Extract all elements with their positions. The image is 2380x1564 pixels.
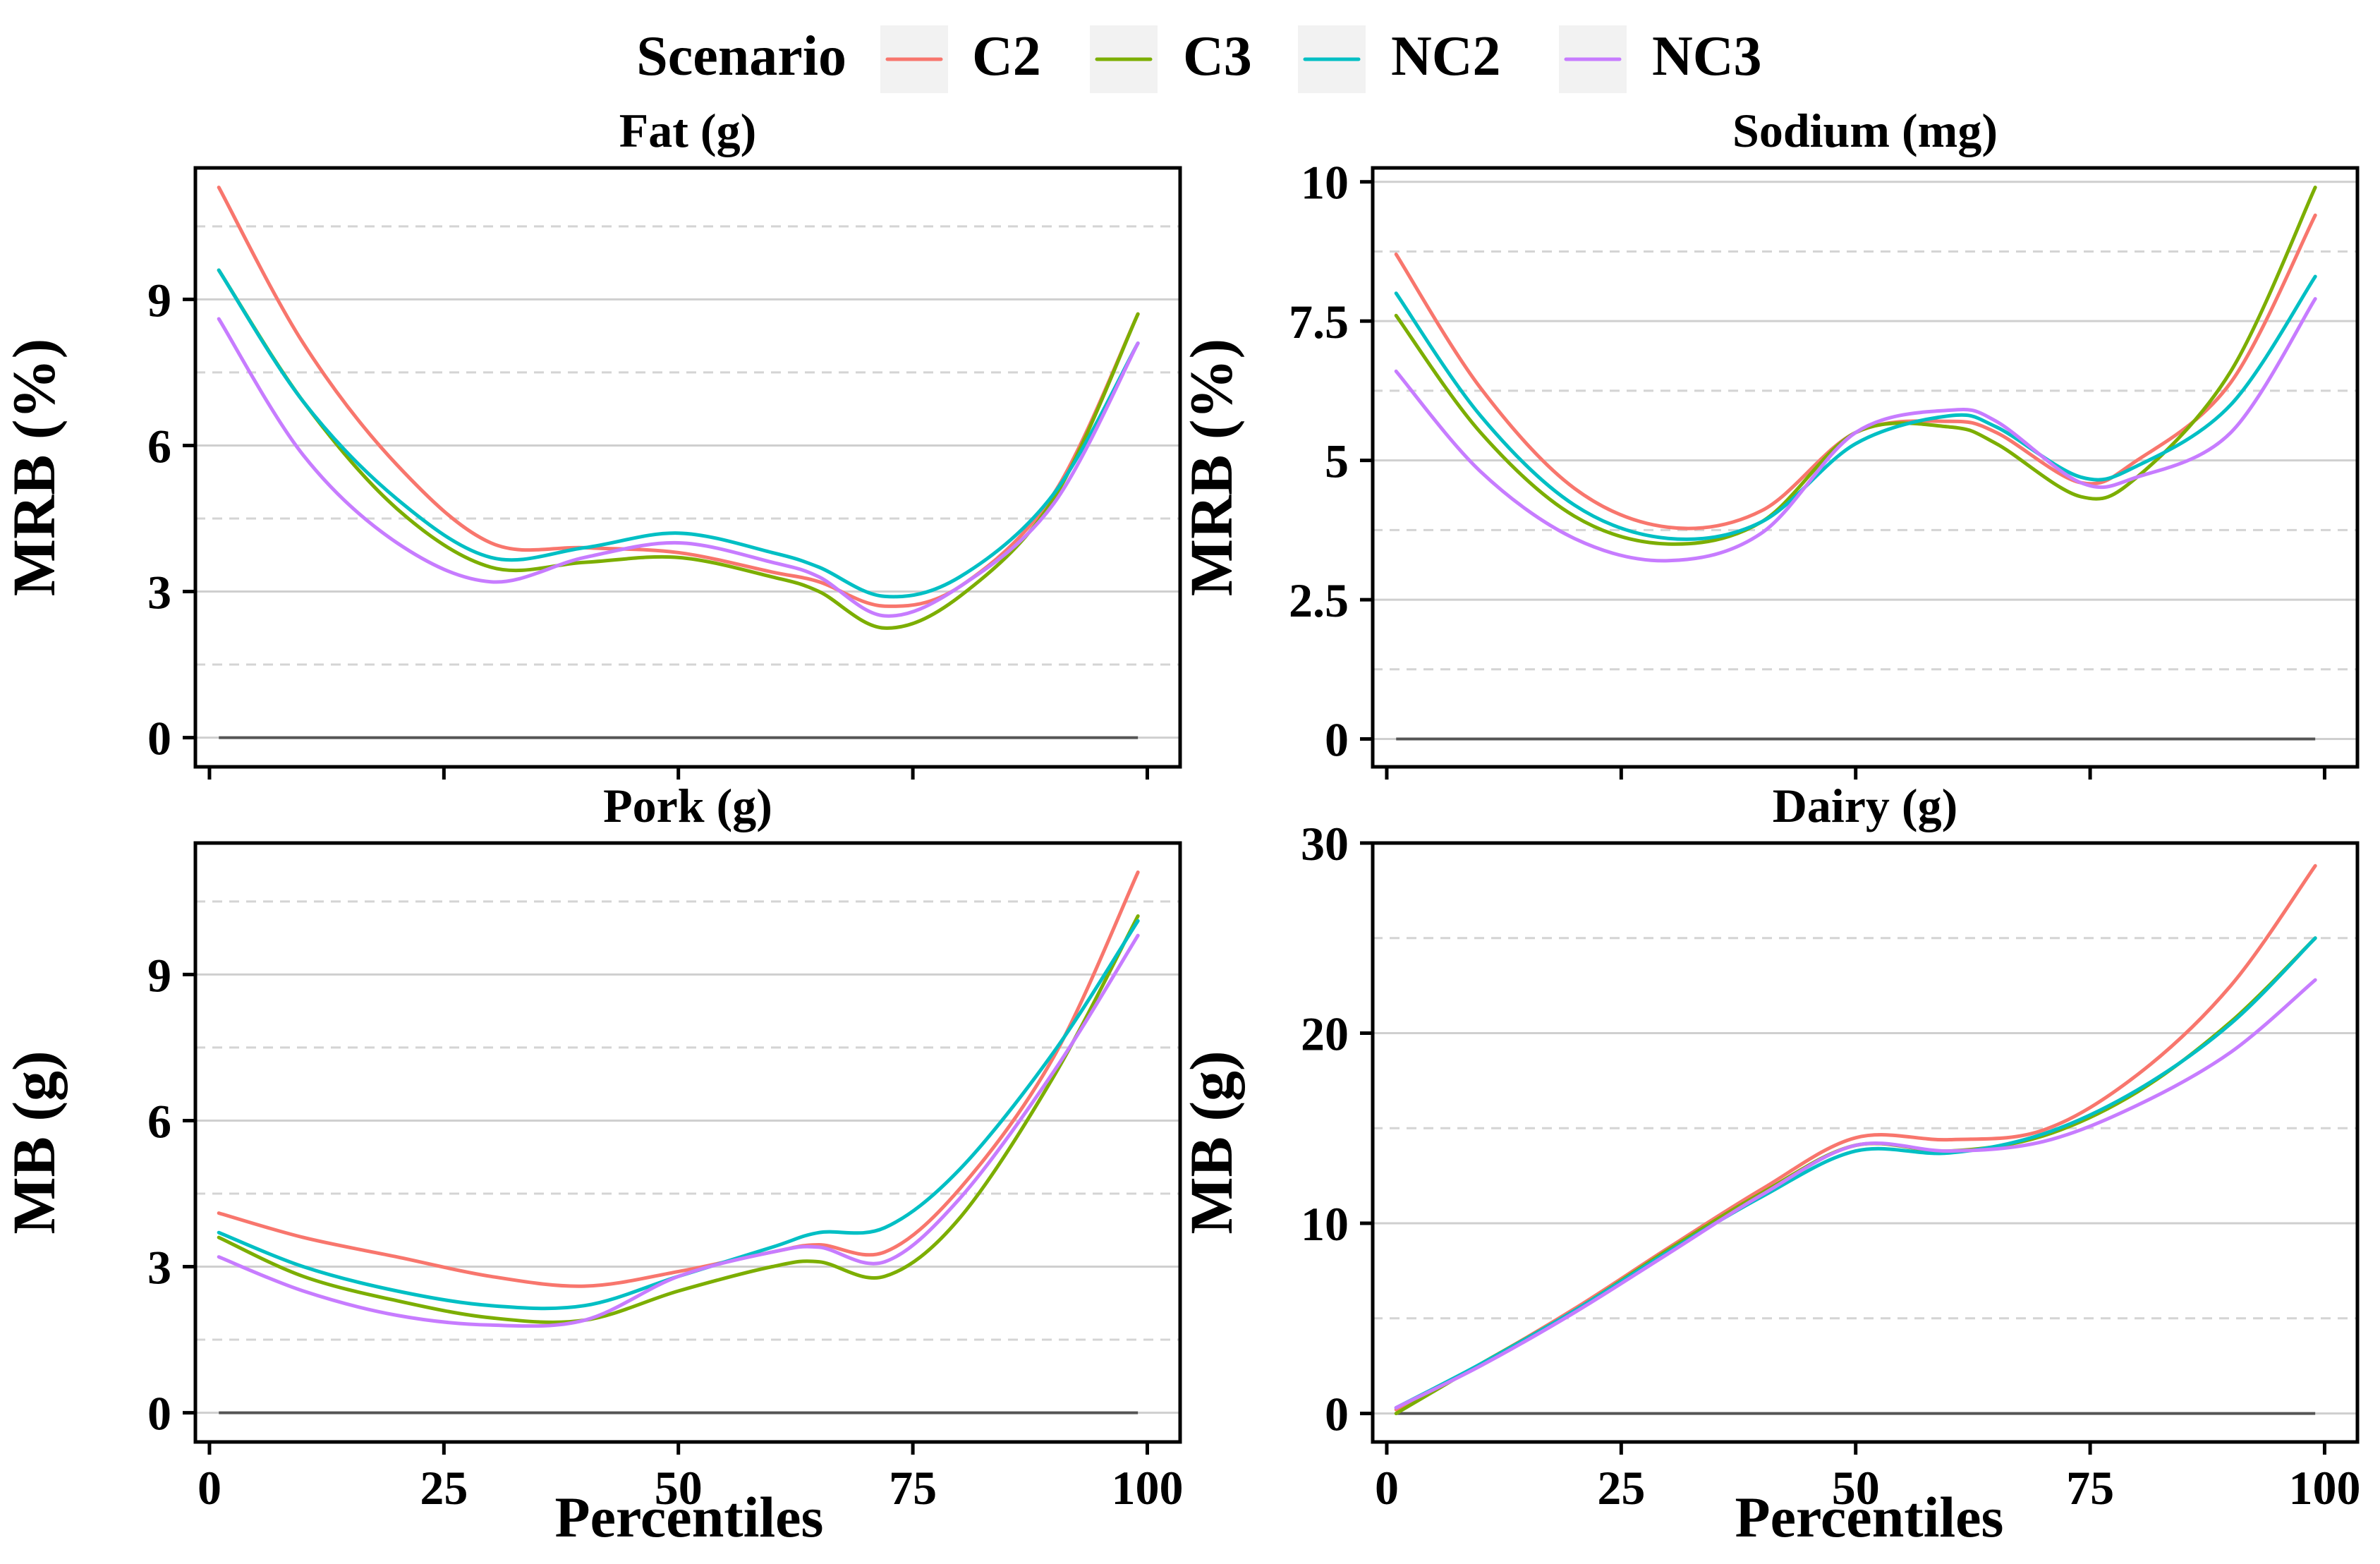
y-tick-label: 0 [147,712,171,765]
panels: 0 3 6 9 Fat (g) MRB (%) 0 2.5 5 7.5 10 Sodium (mg) M… [0,104,2360,1515]
y-axis-label: MRB (%) [0,339,68,596]
x-tick-label: 50 [1832,1461,1880,1515]
y-tick-label: 20 [1301,1007,1349,1061]
series-line-fat-c2 [217,186,1140,608]
panel-frame [193,841,1182,1444]
y-tick-label: 0 [1325,713,1349,767]
y-tick-label: 0 [1325,1388,1349,1441]
panel-frame [193,166,1182,769]
x-tick-label: 50 [655,1461,703,1515]
series-line-pork-c3 [217,914,1140,1324]
y-tick-label: 3 [147,566,171,619]
legend-key-nc3 [1559,25,1627,93]
y-tick-label: 3 [147,1241,171,1295]
series-line-sodium-c2 [1394,213,2317,531]
panel-sodium: 0 2.5 5 7.5 10 Sodium (mg) MRB (%) [1177,104,2360,780]
series-line-sodium-nc2 [1394,274,2317,541]
legend-title: Scenario [636,25,846,87]
legend-label-c3: C3 [1183,25,1252,87]
x-tick-label: 75 [2066,1461,2114,1515]
legend-label-nc2: NC2 [1391,25,1501,87]
panel-fat: 0 3 6 9 Fat (g) MRB (%) [0,104,1182,780]
y-tick-label: 10 [1301,156,1349,210]
series-line-pork-nc3 [217,933,1140,1328]
x-tick-label: 100 [2288,1461,2360,1515]
series-line-sodium-c3 [1394,186,2317,546]
panel-title: Fat (g) [619,104,756,157]
x-tick-label: 0 [198,1461,221,1515]
y-tick-label: 6 [147,1094,171,1148]
x-tick-label: 25 [420,1461,468,1515]
series-line-fat-nc2 [217,268,1140,599]
y-tick-label: 9 [147,948,171,1002]
y-axis-label: MRB (%) [1177,339,1245,596]
y-tick-label: 9 [147,273,171,327]
legend-key-c3 [1090,25,1158,93]
panel-frame [1371,166,2360,769]
legend-key-c2 [880,25,948,93]
panel-dairy: 0 10 20 30 0 25 50 75 100 Dairy (g) MB (g) [1177,779,2360,1515]
y-axis-label: MB (g) [0,1050,68,1234]
x-tick-label: 0 [1375,1461,1399,1515]
y-tick-label: 10 [1301,1197,1349,1251]
y-tick-label: 7.5 [1289,295,1349,348]
panel-title: Sodium (mg) [1732,104,1998,157]
series-line-pork-c2 [217,870,1140,1288]
x-axis-label-right: Percentiles [1735,1485,2004,1549]
series-line-fat-nc3 [217,317,1140,618]
x-tick-label: 100 [1111,1461,1183,1515]
panel-frame [1371,841,2360,1444]
y-axis-label: MB (g) [1177,1050,1245,1234]
y-tick-label: 2.5 [1289,574,1349,627]
series-line-dairy-nc3 [1394,978,2317,1410]
x-tick-label: 25 [1597,1461,1645,1515]
legend: Scenario C2 C3 NC2 NC3 [636,25,1762,93]
y-tick-label: 30 [1301,817,1349,871]
y-tick-label: 5 [1325,435,1349,488]
x-tick-label: 75 [889,1461,937,1515]
legend-key-nc2 [1298,25,1366,93]
series-line-sodium-nc3 [1394,297,2317,563]
legend-label-nc3: NC3 [1652,25,1762,87]
panel-title: Dairy (g) [1773,779,1957,832]
panel-pork: 0 3 6 9 0 25 50 75 100 Pork (g) MB (g) [0,779,1183,1515]
x-axis-label-left: Percentiles [555,1485,824,1549]
series-line-fat-c3 [217,268,1140,630]
series-line-dairy-c3 [1394,936,2317,1416]
legend-label-c2: C2 [972,25,1041,87]
y-tick-label: 6 [147,419,171,473]
y-tick-label: 0 [147,1387,171,1441]
series-line-dairy-c2 [1394,863,2317,1412]
panel-title: Pork (g) [603,779,772,832]
